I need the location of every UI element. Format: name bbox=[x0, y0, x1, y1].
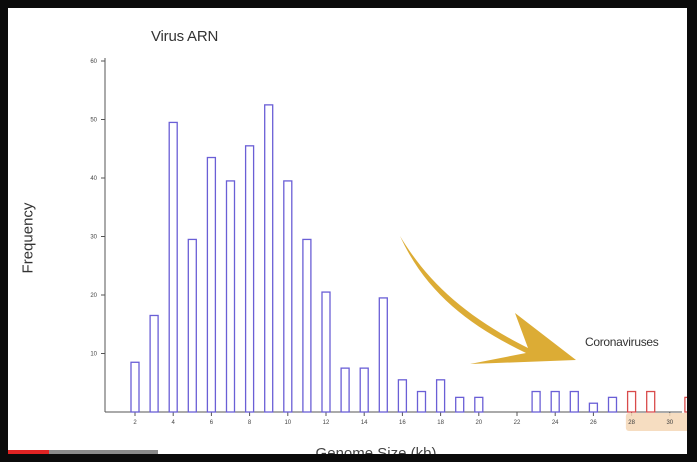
coronavirus-bar bbox=[646, 390, 656, 413]
y-tick-label: 40 bbox=[90, 176, 97, 182]
x-tick-label: 24 bbox=[552, 420, 559, 426]
coronavirus-highlight-band bbox=[625, 413, 687, 431]
histogram-bar bbox=[531, 390, 541, 413]
histogram-bar bbox=[550, 390, 560, 413]
histogram-bar bbox=[607, 396, 618, 413]
histogram-bar bbox=[340, 367, 350, 413]
y-tick-label: 20 bbox=[90, 293, 97, 299]
histogram-bar bbox=[435, 379, 446, 413]
y-axis-label: Frequency bbox=[19, 202, 37, 274]
histogram-bar bbox=[187, 238, 197, 413]
y-tick-label: 60 bbox=[90, 59, 97, 65]
x-tick-label: 22 bbox=[514, 420, 521, 426]
x-tick-label: 16 bbox=[399, 420, 406, 426]
coronavirus-bar bbox=[626, 390, 637, 413]
x-tick-label: 4 bbox=[172, 420, 176, 426]
x-tick-label: 6 bbox=[210, 420, 214, 426]
y-tick-label: 30 bbox=[90, 235, 97, 241]
histogram-bar bbox=[397, 379, 408, 413]
x-tick-label: 18 bbox=[437, 420, 444, 426]
x-axis-label: Genome Size (kb) bbox=[315, 445, 437, 454]
x-tick-label: 8 bbox=[248, 420, 252, 426]
histogram-bar bbox=[264, 104, 274, 413]
histogram-bar bbox=[302, 238, 312, 413]
histogram-bar bbox=[359, 367, 369, 413]
coronavirus-bar bbox=[684, 396, 687, 413]
slide: 1020304050602468101214161820222426283028… bbox=[8, 8, 687, 454]
x-tick-label: 26 bbox=[590, 420, 597, 426]
golden-arrow-icon bbox=[400, 236, 576, 364]
chart-title: Virus ARN bbox=[151, 28, 219, 45]
histogram-bar bbox=[225, 180, 236, 413]
x-tick-label: 28 bbox=[628, 420, 635, 426]
x-tick-label: 30 bbox=[666, 420, 673, 426]
histogram-bar bbox=[588, 402, 599, 413]
histogram-bar bbox=[130, 361, 140, 413]
histogram-bar bbox=[206, 156, 217, 413]
x-tick-label: 12 bbox=[323, 420, 330, 426]
histogram-bar bbox=[455, 396, 465, 413]
histogram-bar bbox=[569, 390, 579, 413]
video-progress-bar[interactable] bbox=[8, 450, 158, 454]
histogram-bar bbox=[378, 297, 388, 413]
video-progress-fill bbox=[8, 450, 49, 454]
histogram-bar bbox=[283, 180, 293, 413]
x-tick-label: 2 bbox=[133, 420, 137, 426]
histogram-bar bbox=[416, 390, 427, 413]
histogram-chart: 1020304050602468101214161820222426283028… bbox=[90, 58, 687, 431]
histogram-bar bbox=[244, 145, 255, 413]
coronaviruses-annotation: Coronaviruses bbox=[585, 335, 659, 349]
y-tick-label: 50 bbox=[90, 118, 97, 124]
histogram-bar bbox=[474, 396, 484, 413]
histogram-bar bbox=[321, 291, 331, 413]
histogram-bar bbox=[168, 121, 178, 413]
x-tick-label: 20 bbox=[475, 420, 482, 426]
x-tick-label: 10 bbox=[284, 420, 291, 426]
y-tick-label: 10 bbox=[90, 352, 97, 358]
x-tick-label: 14 bbox=[361, 420, 368, 426]
histogram-bar bbox=[149, 314, 159, 413]
